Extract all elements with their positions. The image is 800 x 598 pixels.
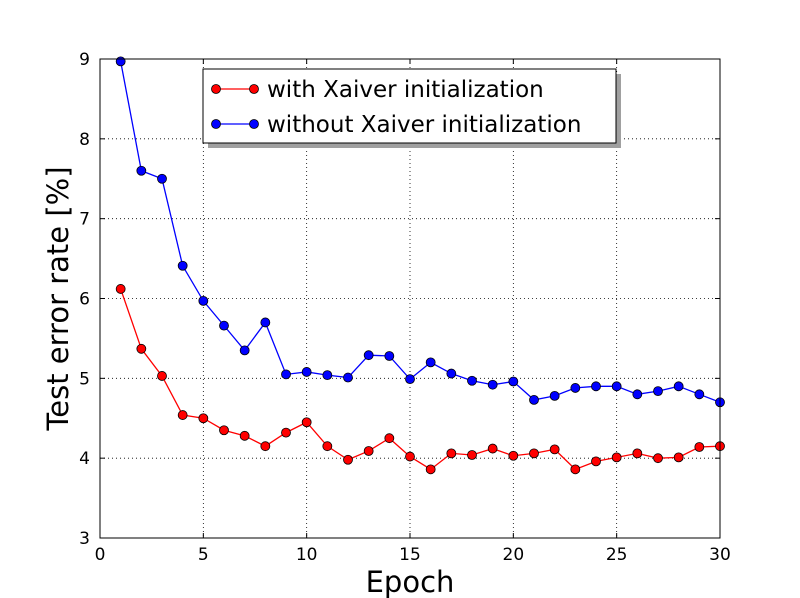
- data-point: [219, 425, 229, 436]
- legend-box: [202, 68, 617, 144]
- series-line-with-xaiver: [120, 288, 721, 471]
- x-tick-label: 5: [198, 545, 209, 565]
- data-point: [384, 433, 395, 444]
- data-point: [673, 452, 684, 463]
- data-point: [694, 442, 705, 452]
- data-point: [281, 369, 291, 380]
- data-point: [487, 443, 498, 454]
- data-point: [611, 381, 622, 392]
- data-point: [653, 386, 663, 397]
- data-point: [632, 389, 643, 400]
- y-tick-label: 3: [79, 529, 90, 549]
- data-point: [136, 343, 147, 354]
- data-point: [529, 448, 539, 459]
- data-point: [508, 450, 519, 461]
- data-point: [570, 383, 581, 393]
- data-point: [198, 295, 209, 306]
- data-point: [260, 317, 271, 328]
- y-tick-label: 4: [79, 449, 90, 469]
- data-point: [136, 165, 147, 176]
- x-axis-label: Epoch: [366, 565, 455, 598]
- data-point: [425, 464, 436, 475]
- data-point: [487, 379, 498, 390]
- y-tick-label: 5: [79, 369, 90, 389]
- data-point: [467, 375, 477, 386]
- legend-marker-with-xaiver: [211, 84, 221, 94]
- data-point: [177, 410, 188, 420]
- x-tick-label: 25: [606, 545, 628, 565]
- data-point: [157, 371, 167, 381]
- data-point: [239, 345, 250, 356]
- data-point: [405, 451, 415, 462]
- data-point: [177, 260, 188, 271]
- data-point: [281, 427, 291, 438]
- x-tick-label: 15: [399, 545, 421, 565]
- legend-marker-without-xaiver-end: [249, 119, 259, 129]
- legend-marker-with-xaiver-end: [249, 84, 259, 94]
- data-point: [549, 444, 560, 455]
- data-point: [405, 374, 415, 385]
- data-point: [446, 368, 457, 379]
- x-tick-label: 10: [296, 545, 318, 565]
- data-point: [570, 464, 581, 475]
- data-point: [219, 320, 229, 331]
- series-without-xaiver: [115, 56, 725, 408]
- data-point: [446, 448, 457, 459]
- data-point: [343, 454, 353, 465]
- legend-label-without-xaiver: without Xaiver initialization: [267, 112, 581, 138]
- y-tick-label: 6: [79, 290, 90, 310]
- legend: with Xaiver initialization without Xaive…: [202, 68, 621, 148]
- series-with-xaiver: [115, 284, 725, 475]
- data-point: [529, 394, 539, 405]
- y-tick-label: 8: [79, 130, 90, 150]
- data-point: [115, 284, 126, 294]
- data-point: [301, 417, 312, 428]
- data-point: [157, 173, 167, 184]
- data-point: [591, 456, 601, 467]
- x-tick-label: 20: [503, 545, 525, 565]
- data-point: [343, 372, 353, 383]
- data-point: [260, 441, 271, 452]
- data-point: [322, 441, 333, 452]
- data-point: [591, 381, 601, 392]
- x-tick-label: 30: [709, 545, 731, 565]
- data-point: [425, 357, 436, 368]
- y-axis-label: Test error rate [%]: [41, 166, 75, 431]
- data-point: [301, 367, 312, 377]
- ticks: 0 5 10 15 20 25 30 3 4 5 6 7 8 9: [79, 50, 731, 565]
- data-point: [508, 376, 519, 387]
- data-point: [694, 389, 705, 400]
- data-point: [467, 450, 477, 460]
- data-point: [322, 370, 333, 381]
- y-tick-label: 7: [79, 210, 90, 230]
- data-point: [384, 351, 395, 361]
- data-point: [363, 350, 374, 361]
- data-point: [363, 446, 374, 456]
- series-layer: [115, 56, 725, 475]
- data-point: [653, 453, 663, 464]
- y-tick-label: 9: [79, 50, 90, 70]
- data-point: [115, 56, 126, 67]
- legend-label-with-xaiver: with Xaiver initialization: [267, 77, 544, 103]
- data-point: [611, 452, 622, 463]
- x-tick-label: 0: [95, 545, 106, 565]
- data-point: [632, 448, 643, 459]
- data-point: [549, 390, 560, 401]
- data-point: [239, 430, 250, 441]
- legend-marker-without-xaiver: [211, 119, 221, 129]
- data-point: [198, 413, 209, 424]
- data-point: [673, 381, 684, 392]
